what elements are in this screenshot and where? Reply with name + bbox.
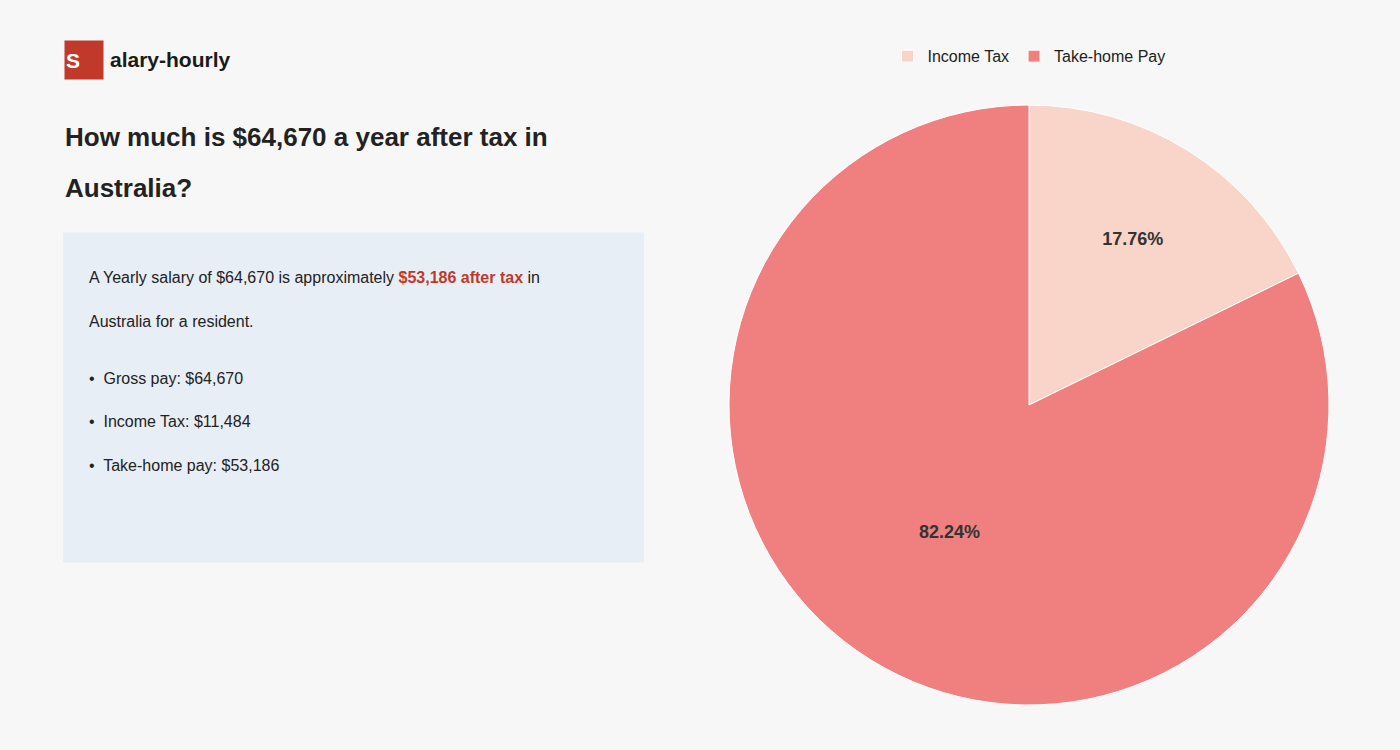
svg-text:Take-home Pay: Take-home Pay bbox=[1054, 48, 1165, 65]
svg-text:S: S bbox=[66, 49, 80, 72]
svg-text:How much is $64,670 a year aft: How much is $64,670 a year after tax in bbox=[65, 122, 548, 152]
svg-text:82.24%: 82.24% bbox=[919, 522, 980, 542]
svg-text:• Take-home pay: $53,186: • Take-home pay: $53,186 bbox=[89, 457, 279, 474]
svg-text:17.76%: 17.76% bbox=[1102, 229, 1163, 249]
svg-text:A Yearly salary of $64,670 is: A Yearly salary of $64,670 is approximat… bbox=[89, 269, 540, 286]
svg-text:Income Tax: Income Tax bbox=[928, 48, 1010, 65]
svg-text:Australia for a resident.: Australia for a resident. bbox=[89, 313, 254, 330]
svg-text:• Gross pay: $64,670: • Gross pay: $64,670 bbox=[89, 370, 243, 387]
svg-text:alary-hourly: alary-hourly bbox=[110, 48, 231, 71]
svg-text:• Income Tax: $11,484: • Income Tax: $11,484 bbox=[89, 413, 251, 430]
svg-text:Australia?: Australia? bbox=[65, 173, 192, 203]
